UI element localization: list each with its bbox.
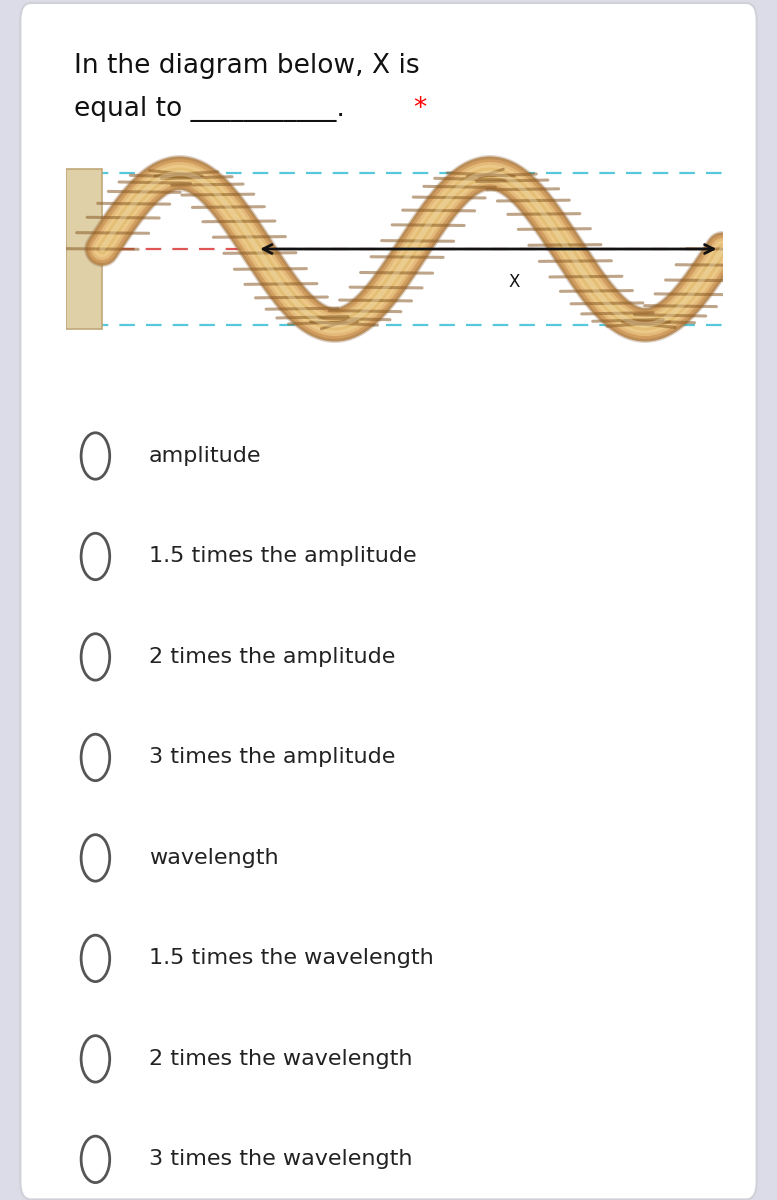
Text: *: * [413, 96, 427, 122]
Text: 2 times the wavelength: 2 times the wavelength [149, 1049, 413, 1069]
Text: X: X [509, 274, 521, 292]
Text: 1.5 times the wavelength: 1.5 times the wavelength [149, 948, 434, 968]
FancyBboxPatch shape [20, 2, 757, 1200]
Text: 1.5 times the amplitude: 1.5 times the amplitude [149, 546, 416, 566]
Text: 2 times the amplitude: 2 times the amplitude [149, 647, 395, 667]
Text: wavelength: wavelength [149, 848, 279, 868]
FancyBboxPatch shape [66, 169, 102, 329]
Text: amplitude: amplitude [149, 446, 262, 466]
Text: 3 times the amplitude: 3 times the amplitude [149, 748, 395, 768]
Text: equal to ___________.: equal to ___________. [74, 96, 345, 122]
Text: 3 times the wavelength: 3 times the wavelength [149, 1150, 413, 1169]
Text: In the diagram below, X is: In the diagram below, X is [74, 53, 420, 79]
